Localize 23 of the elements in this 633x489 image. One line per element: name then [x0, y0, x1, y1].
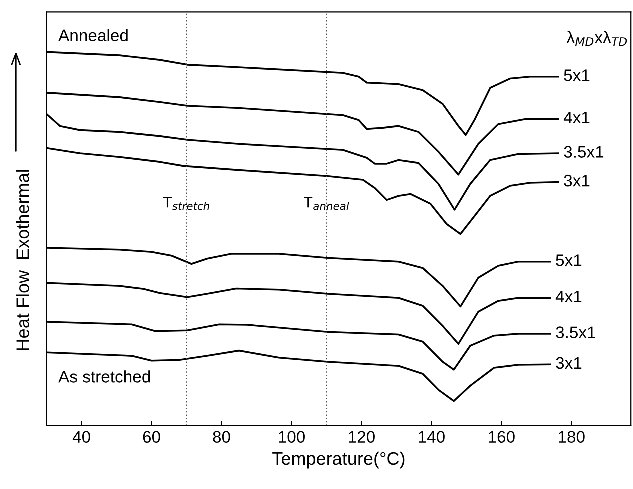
x-tick-label: 160: [489, 431, 515, 444]
x-tick-label: 140: [419, 431, 445, 444]
series-label: 3x1: [564, 174, 590, 187]
ref-line-label: T$_{anneal}$: [304, 197, 350, 210]
series-label: 4x1: [556, 290, 582, 302]
series-label: 5x1: [556, 254, 582, 266]
ref-line-label: T$_{stretch}$: [163, 197, 210, 210]
y-axis-title: Heat Flow Exothermal: [16, 170, 30, 350]
annotation: As stretched: [58, 370, 150, 383]
series-label: 3.5x1: [564, 146, 604, 158]
x-tick-label: 40: [72, 431, 90, 444]
series-label: 4x1: [564, 112, 590, 124]
series-label: 3.5x1: [556, 326, 596, 338]
series-label: 3x1: [556, 357, 582, 370]
text: λ$_{MD}$xλ$_{TD}$: [566, 31, 628, 46]
series-label: 5x1: [564, 70, 590, 82]
text: Annealed: [58, 29, 128, 42]
x-axis-title: Temperature(°C): [272, 452, 405, 469]
x-tick-label: 100: [279, 431, 305, 444]
x-tick-label: 180: [558, 431, 585, 444]
x-tick-label: 60: [143, 431, 160, 444]
x-tick-label: 80: [213, 431, 230, 444]
x-tick-label: 120: [349, 431, 375, 444]
